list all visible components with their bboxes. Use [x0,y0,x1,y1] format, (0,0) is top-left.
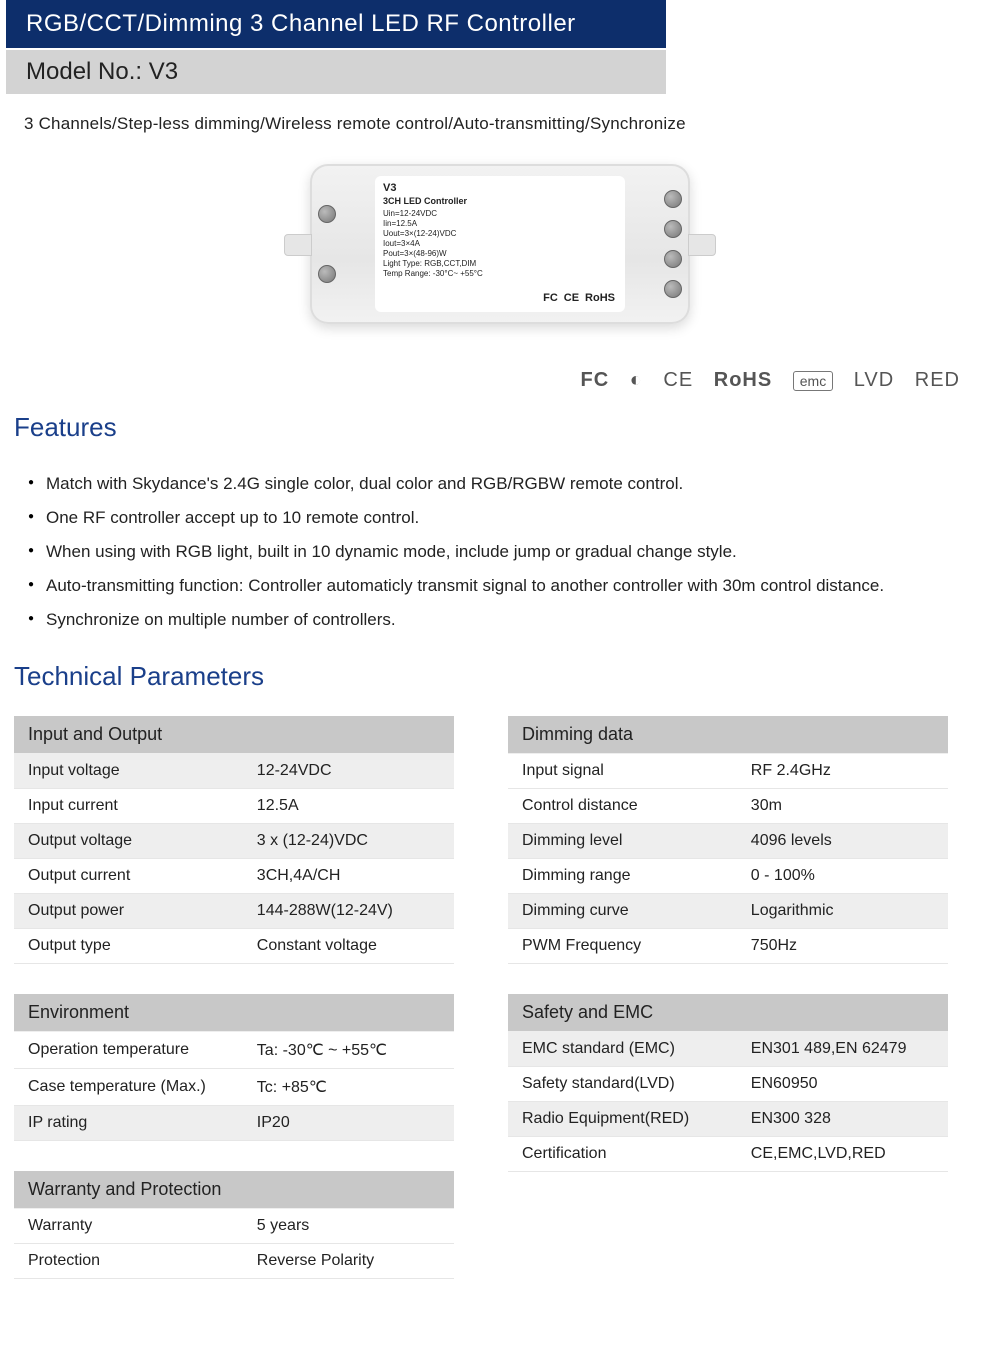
cell: 5 years [243,1209,454,1244]
product-label-line: Temp Range: -30°C~ +55°C [383,269,617,279]
cell: Tc: +85℃ [243,1069,454,1106]
cell: Protection [14,1244,243,1279]
cell: EN300 328 [737,1102,948,1137]
cell: 12.5A [243,789,454,824]
product-label-line: Iin=12.5A [383,219,617,229]
feature-item: Auto-transmitting function: Controller a… [28,569,1000,603]
product-label-subtitle: 3CH LED Controller [383,196,617,207]
table-title: Warranty and Protection [14,1171,454,1209]
feature-item: When using with RGB light, built in 10 d… [28,535,1000,569]
model-bar: Model No.: V3 [6,50,666,94]
cell: Output current [14,859,243,894]
listed-icon: ◐ [630,369,643,391]
table-safety: Safety and EMC EMC standard (EMC)EN301 4… [508,994,948,1172]
cell: Safety standard(LVD) [508,1067,737,1102]
terminal-screw [664,280,682,298]
cell: Input signal [508,754,737,789]
cell: Dimming range [508,859,737,894]
cell: Input current [14,789,243,824]
fcc-icon: FC [543,292,558,306]
feature-item: One RF controller accept up to 10 remote… [28,501,1000,535]
rohs-label: RoHS [585,292,615,306]
cell: Operation temperature [14,1032,243,1069]
terminal-screw [318,205,336,223]
cell: 12-24VDC [243,754,454,789]
terminal-screw [664,220,682,238]
cell: CE,EMC,LVD,RED [737,1137,948,1172]
cell: 3CH,4A/CH [243,859,454,894]
table-title: Safety and EMC [508,994,948,1032]
certification-row: FC ◐ CE RoHS emc LVD RED [0,349,1000,402]
cell: Case temperature (Max.) [14,1069,243,1106]
tagline: 3 Channels/Step-less dimming/Wireless re… [24,114,1000,134]
product-label-model: V3 [383,182,617,196]
cell: Constant voltage [243,929,454,964]
cell: EN301 489,EN 62479 [737,1032,948,1067]
cell: Ta: -30℃ ~ +55℃ [243,1032,454,1069]
product-label-line: Iout=3×4A [383,239,617,249]
title-bar: RGB/CCT/Dimming 3 Channel LED RF Control… [6,0,666,48]
cell: 30m [737,789,948,824]
cell: RF 2.4GHz [737,754,948,789]
cell: 3 x (12-24)VDC [243,824,454,859]
cell: Output power [14,894,243,929]
cell: IP20 [243,1106,454,1141]
cell: Warranty [14,1209,243,1244]
cell: Output type [14,929,243,964]
emc-label: emc [793,371,833,391]
ce-icon: CE [564,292,579,306]
red-label: RED [915,369,960,391]
fcc-icon: FC [581,369,610,391]
product-image: V3 3CH LED Controller Uin=12-24VDC Iin=1… [0,164,1000,329]
lvd-label: LVD [854,369,894,391]
table-environment: Environment Operation temperatureTa: -30… [14,994,454,1141]
cell: 4096 levels [737,824,948,859]
product-label-line: Light Type: RGB,CCT,DIM [383,259,617,269]
table-warranty: Warranty and Protection Warranty5 years … [14,1171,454,1279]
cell: Reverse Polarity [243,1244,454,1279]
feature-item: Synchronize on multiple number of contro… [28,603,1000,637]
cell: 750Hz [737,929,948,964]
ce-icon: CE [663,369,693,391]
cell: Dimming level [508,824,737,859]
table-title: Input and Output [14,716,454,754]
cell: PWM Frequency [508,929,737,964]
cell: Certification [508,1137,737,1172]
technical-parameters-heading: Technical Parameters [14,661,1000,692]
terminal-screw [664,250,682,268]
cell: Radio Equipment(RED) [508,1102,737,1137]
features-heading: Features [14,412,1000,443]
table-dimming: Dimming data Input signalRF 2.4GHz Contr… [508,716,948,964]
cell: 144-288W(12-24V) [243,894,454,929]
cell: Dimming curve [508,894,737,929]
cell: EMC standard (EMC) [508,1032,737,1067]
table-title: Environment [14,994,454,1032]
feature-item: Match with Skydance's 2.4G single color,… [28,467,1000,501]
cell: Logarithmic [737,894,948,929]
cell: Output voltage [14,824,243,859]
product-label-line: Uout=3×(12-24)VDC [383,229,617,239]
product-label-line: Pout=3×(48-96)W [383,249,617,259]
terminal-screw [318,265,336,283]
cell: EN60950 [737,1067,948,1102]
cell: Input voltage [14,754,243,789]
cell: 0 - 100% [737,859,948,894]
table-input-output: Input and Output Input voltage12-24VDC I… [14,716,454,964]
features-list: Match with Skydance's 2.4G single color,… [28,467,1000,637]
rohs-label: RoHS [714,369,772,391]
cell: Control distance [508,789,737,824]
cell: IP rating [14,1106,243,1141]
product-label-line: Uin=12-24VDC [383,209,617,219]
terminal-screw [664,190,682,208]
table-title: Dimming data [508,716,948,754]
